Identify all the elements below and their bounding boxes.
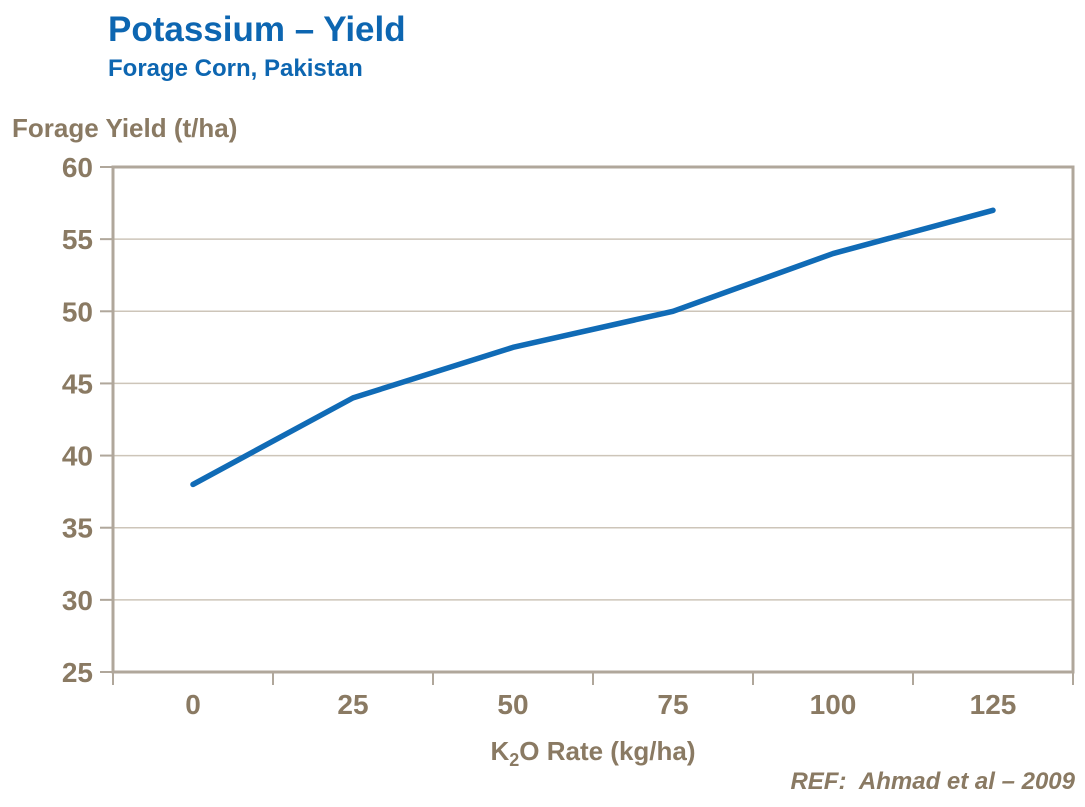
reference-note: REF: Ahmad et al – 2009 — [790, 768, 1075, 795]
y-tick-label: 60 — [62, 152, 93, 183]
y-tick-label: 30 — [62, 585, 93, 616]
y-tick-label: 35 — [62, 513, 93, 544]
x-axis-title-text: K — [490, 736, 510, 766]
x-axis-title-text-rest: O Rate (kg/ha) — [519, 736, 696, 766]
y-axis-title: Forage Yield (t/ha) — [12, 113, 238, 143]
y-tick-label: 50 — [62, 296, 93, 327]
chart-title: Potassium – Yield — [108, 10, 406, 49]
x-axis-title: K2O Rate (kg/ha) — [113, 736, 1073, 771]
x-tick-label: 0 — [185, 689, 201, 720]
x-tick-label: 100 — [810, 689, 857, 720]
plot-border — [111, 165, 1075, 674]
y-tick-label: 45 — [62, 368, 93, 399]
x-tick-label: 25 — [337, 689, 368, 720]
x-tick-label: 50 — [497, 689, 528, 720]
y-tick-label: 55 — [62, 224, 93, 255]
x-axis-title-subscript: 2 — [509, 750, 520, 771]
x-tick-label: 75 — [657, 689, 688, 720]
y-tick-label: 40 — [62, 441, 93, 472]
y-tick-label: 25 — [62, 657, 93, 688]
x-tick-label: 125 — [970, 689, 1017, 720]
yield-data-line — [190, 207, 996, 488]
chart-subtitle: Forage Corn, Pakistan — [108, 55, 363, 82]
